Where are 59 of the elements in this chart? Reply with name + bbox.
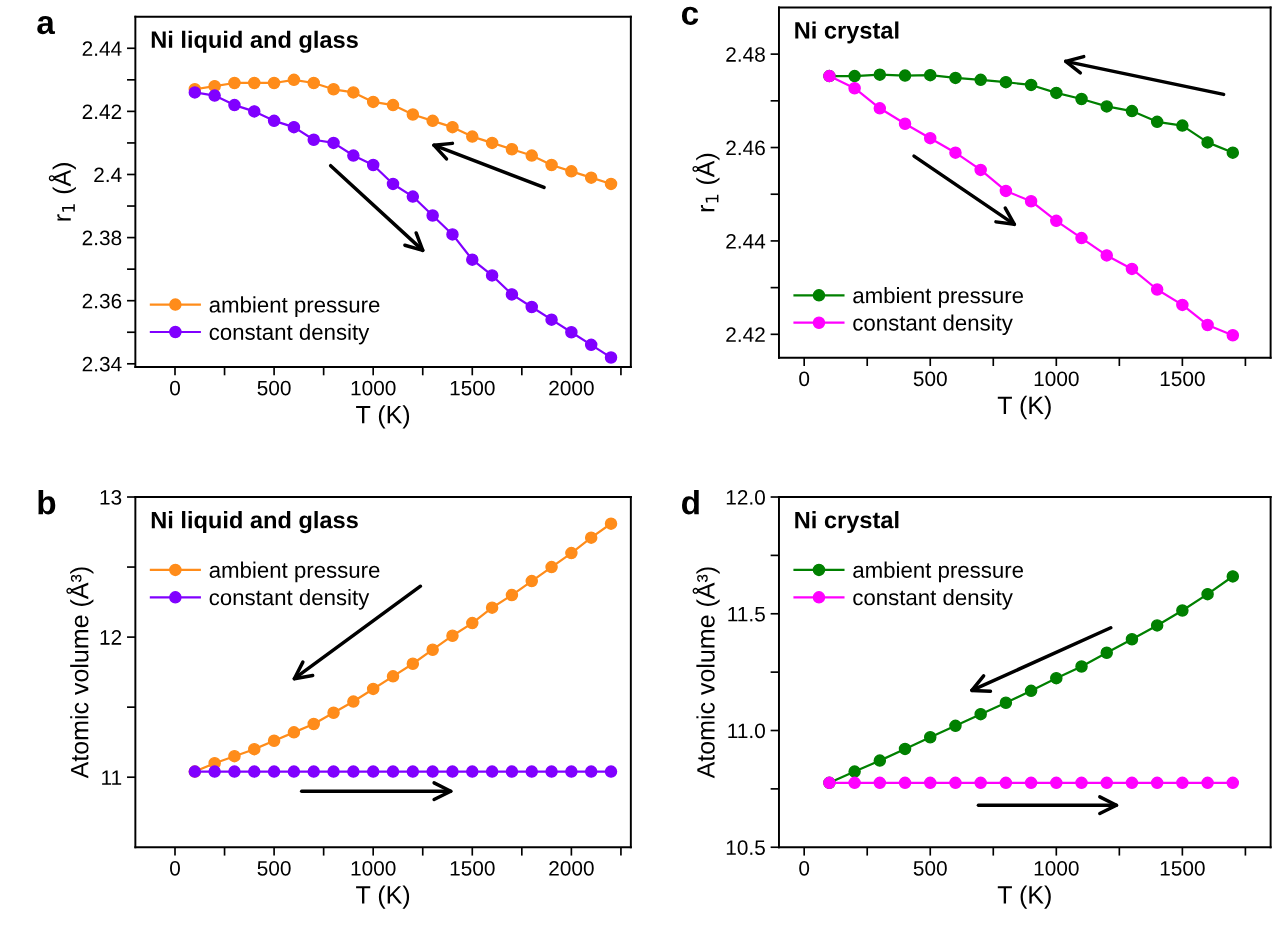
y-tick-label: 11 (102, 770, 122, 785)
y-tick-label: 2.36 (82, 293, 122, 309)
y-tick-label: 12 (100, 630, 122, 645)
x-tick-label: 1500 (1160, 860, 1205, 876)
legend-label: ambient pressure (853, 287, 1024, 308)
legend-label: constant density (853, 314, 1013, 336)
x-tick-label: 1000 (1034, 860, 1079, 876)
legend-label: constant density (209, 323, 370, 345)
x-tick-label: 500 (257, 860, 291, 876)
x-tick-label: 2000 (549, 860, 594, 876)
y-tick-label: 11.0 (728, 723, 765, 739)
x-tick-label: 1500 (450, 860, 495, 876)
x-tick-label: 1000 (1034, 371, 1079, 387)
y-tick-label: 12.0 (726, 490, 765, 505)
x-tick-label: 0 (799, 860, 810, 876)
legend-label: ambient pressure (209, 561, 380, 583)
text: Ni crystal (795, 21, 899, 44)
legend-label: constant density (209, 588, 370, 610)
y-tick-label: 11.5 (728, 606, 765, 622)
text: Ni liquid and glass (151, 30, 358, 53)
y-tick-label: 2.4 (94, 167, 122, 183)
x-tick-label: 500 (913, 860, 947, 876)
x-tick-label: 1000 (351, 860, 396, 876)
text: a (37, 15, 56, 35)
x-tick-label: 1500 (450, 380, 495, 396)
text: Ni crystal (795, 511, 899, 534)
y-tick-label: 2.38 (82, 230, 122, 246)
x-tick-label: 0 (170, 380, 180, 396)
y-tick-label: 2.48 (726, 47, 765, 62)
y-axis-title: Atomic volume (Å³) (66, 567, 94, 779)
legend-label: ambient pressure (853, 561, 1024, 583)
legend-label: constant density (853, 588, 1013, 610)
x-axis-title: T (K) (356, 885, 410, 909)
x-axis-title: T (K) (997, 395, 1051, 420)
legend-label: ambient pressure (209, 296, 380, 318)
x-axis-title: T (K) (356, 405, 410, 429)
text: c (681, 6, 699, 25)
text: b (38, 490, 56, 515)
y-tick-label: 13 (100, 490, 122, 505)
x-tick-label: 0 (170, 860, 180, 876)
text: d (682, 490, 699, 515)
x-axis-title: T (K) (997, 885, 1051, 909)
y-axis-title: Atomic volume (Å³) (692, 567, 720, 779)
x-tick-label: 500 (257, 380, 291, 396)
x-tick-label: 500 (913, 371, 947, 387)
x-tick-label: 0 (799, 371, 810, 387)
y-tick-label: 10.5 (726, 840, 765, 855)
text: Ni liquid and glass (151, 511, 358, 534)
y-tick-label: 2.42 (726, 327, 765, 342)
y-tick-label: 2.46 (726, 140, 765, 156)
x-tick-label: 2000 (549, 380, 594, 396)
x-tick-label: 1000 (351, 380, 396, 396)
y-tick-label: 2.44 (82, 41, 122, 56)
y-axis-title: r$_{1}$ (Å) (692, 153, 720, 212)
x-tick-label: 1500 (1160, 371, 1205, 387)
y-tick-label: 2.42 (82, 104, 122, 119)
y-tick-label: 2.44 (726, 233, 766, 249)
y-tick-label: 2.34 (82, 356, 122, 372)
y-axis-title: r$_{1}$ (Å) (48, 163, 76, 221)
